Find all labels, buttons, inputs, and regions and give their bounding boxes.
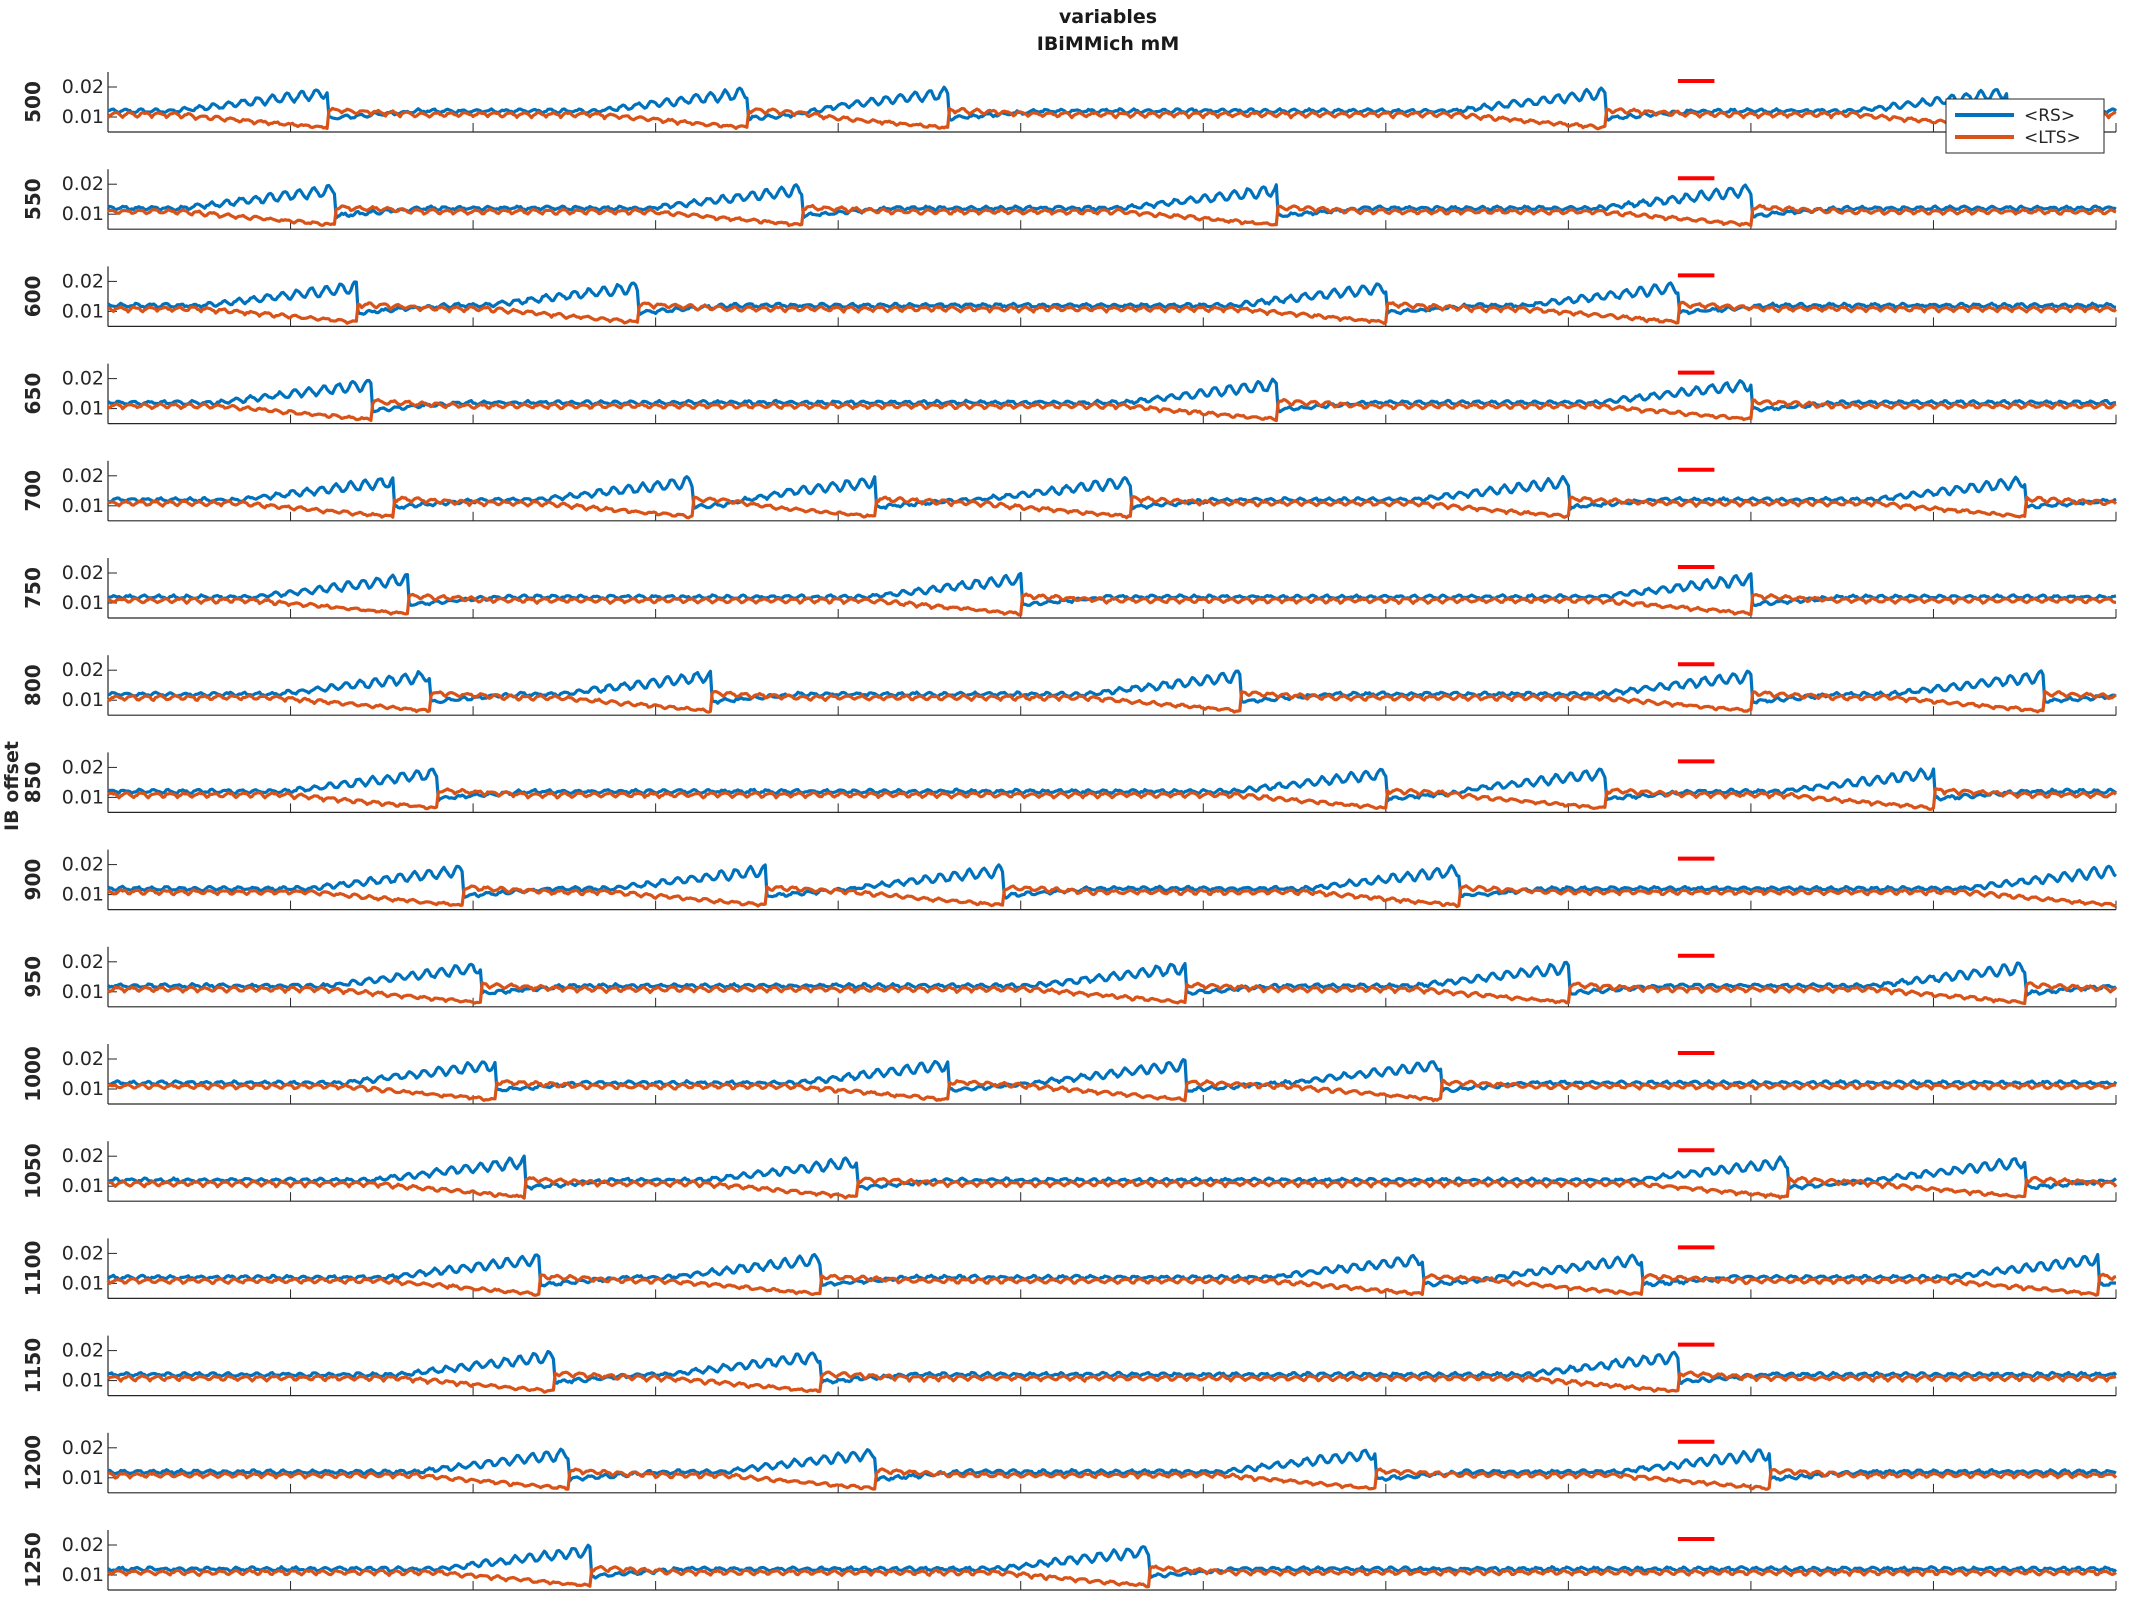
panel-label: 600	[21, 276, 45, 318]
y-tick-label: 0.01	[62, 884, 104, 906]
panel-900: 0.01 0.02 900	[21, 849, 2117, 911]
series-rs-line	[107, 1349, 2118, 1385]
series-lts-line	[106, 592, 2117, 617]
panel-800: 0.01 0.02 800	[21, 655, 2117, 716]
chart-subtitle: IBiMMich mM	[1037, 33, 1180, 55]
panel-label: 650	[21, 373, 45, 415]
y-tick-label: 0.02	[62, 562, 104, 584]
series-rs-line	[107, 1058, 2118, 1094]
y-tick-label: 0.02	[62, 659, 104, 681]
panel-1150: 0.01 0.02 1150	[21, 1335, 2118, 1397]
panel-label: 1200	[21, 1435, 45, 1491]
y-tick-label: 0.01	[62, 398, 104, 420]
panels: 0.010.025000.010.025500.010.026000.010.0…	[21, 72, 2133, 1600]
panel-label: 800	[21, 664, 45, 706]
y-tick-label: 0.02	[62, 76, 104, 98]
series-lts-line	[107, 203, 2117, 228]
panel-1200: 0.01 0.02 1200	[21, 1432, 2118, 1494]
panel-950: 0.01 0.02 950	[21, 946, 2118, 1008]
panel-850: 0.01 0.02 850	[21, 752, 2118, 814]
y-tick-label: 0.02	[62, 173, 104, 195]
y-tick-label: 0.01	[62, 1564, 104, 1586]
y-tick-label: 0.02	[62, 1145, 104, 1167]
series-lts-line	[107, 980, 2118, 1005]
y-tick-label: 0.02	[62, 756, 104, 778]
y-tick-label: 0.02	[62, 1048, 104, 1070]
legend-box	[1945, 98, 2105, 154]
series-rs-line	[107, 1447, 2117, 1483]
panel-550: 0.01 0.02 550	[21, 169, 2117, 230]
series-lts-line	[106, 106, 2117, 131]
y-tick-label: 0.02	[62, 1437, 104, 1459]
panel-1250: 0.01 0.02 1250	[21, 1530, 2118, 1591]
y-tick-label: 0.01	[62, 495, 104, 517]
panel-label: 500	[21, 81, 45, 123]
panel-label: 1000	[21, 1046, 45, 1102]
y-tick-label: 0.01	[62, 203, 104, 225]
y-tick-label: 0.01	[62, 689, 104, 711]
y-tick-label: 0.01	[62, 1175, 104, 1197]
series-lts-line	[107, 689, 2117, 714]
panel-label: 1100	[21, 1241, 45, 1297]
series-lts-line	[107, 787, 2118, 811]
series-lts-line	[108, 398, 2117, 423]
panel-1050: 0.01 0.02 1050	[21, 1141, 2118, 1202]
panel-label: 900	[21, 859, 45, 901]
y-tick-label: 0.02	[62, 854, 104, 876]
series-rs-line	[107, 183, 2117, 220]
y-tick-label: 0.02	[62, 1340, 104, 1362]
series-lts-line	[107, 884, 2117, 909]
series-rs-line	[107, 1154, 2117, 1191]
panel-label: 550	[21, 178, 45, 220]
y-tick-label: 0.01	[62, 106, 104, 128]
y-tick-label: 0.01	[62, 1467, 104, 1489]
panel-label: 700	[21, 470, 45, 512]
y-tick-label: 0.02	[62, 1242, 104, 1264]
panel-1100: 0.01 0.02 1100	[21, 1238, 2117, 1300]
panel-500: 0.01 0.02 500	[21, 72, 2118, 133]
series-lts-line	[106, 1272, 2117, 1297]
series-lts-line	[107, 1467, 2118, 1491]
y-tick-label: 0.02	[62, 465, 104, 487]
panel-label: 850	[21, 762, 45, 804]
y-tick-label: 0.01	[62, 786, 104, 808]
panel-label: 950	[21, 956, 45, 998]
panel-650: 0.01 0.02 650	[21, 363, 2117, 425]
y-tick-label: 0.02	[62, 1534, 104, 1556]
y-tick-label: 0.02	[62, 951, 104, 973]
series-lts-line	[107, 1564, 2117, 1589]
panel-label: 1050	[21, 1143, 45, 1199]
legend-label-lts: <LTS>	[2024, 128, 2081, 148]
panel-700: 0.01 0.02 700	[21, 460, 2118, 522]
legend: <RS> <LTS>	[1945, 98, 2105, 154]
y-tick-label: 0.01	[62, 1370, 104, 1392]
panel-600: 0.01 0.02 600	[21, 266, 2118, 327]
legend-label-rs: <RS>	[2024, 106, 2075, 126]
series-rs-line	[107, 377, 2117, 414]
y-tick-label: 0.02	[62, 368, 104, 390]
series-lts-line	[108, 1175, 2118, 1200]
y-tick-label: 0.01	[62, 1272, 104, 1294]
series-lts-line	[107, 495, 2118, 520]
chart-title: variables	[1059, 6, 1157, 28]
y-tick-label: 0.01	[62, 1078, 104, 1100]
panel-1000: 0.01 0.02 1000	[21, 1044, 2118, 1105]
series-lts-line	[107, 1078, 2117, 1103]
y-tick-label: 0.01	[62, 981, 104, 1003]
panel-label: 1150	[21, 1338, 45, 1394]
series-rs-line	[107, 669, 2117, 705]
y-tick-label: 0.01	[62, 300, 104, 322]
y-tick-label: 0.02	[62, 270, 104, 292]
y-tick-label: 0.01	[62, 592, 104, 614]
series-rs-line	[107, 571, 2117, 607]
series-rs-line	[107, 863, 2117, 900]
series-lts-line	[107, 300, 2118, 325]
series-rs-line	[107, 280, 2116, 317]
y-axis-label: IB offset	[1, 741, 23, 831]
series-lts-line	[107, 1370, 2117, 1394]
panel-label: 1250	[21, 1532, 45, 1588]
panel-label: 750	[21, 567, 45, 609]
panel-750: 0.01 0.02 750	[21, 558, 2117, 619]
